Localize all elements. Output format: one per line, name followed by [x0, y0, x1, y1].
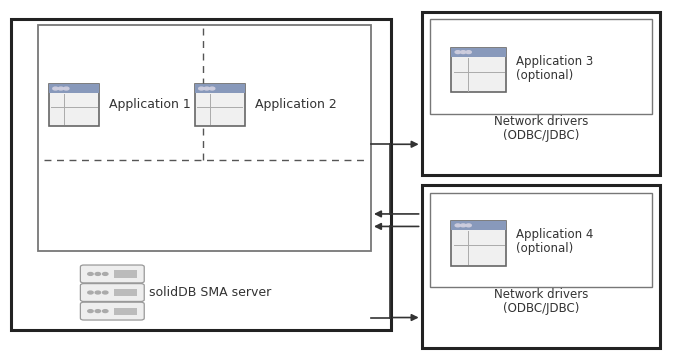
Text: (optional): (optional)	[516, 69, 574, 82]
Text: Application 4: Application 4	[516, 228, 594, 241]
Text: (ODBC/JDBC): (ODBC/JDBC)	[503, 302, 579, 315]
Bar	[114, 289, 137, 296]
Text: (optional): (optional)	[516, 242, 574, 255]
FancyBboxPatch shape	[80, 284, 144, 301]
Text: Application 3: Application 3	[516, 55, 593, 68]
Circle shape	[63, 87, 69, 90]
Bar	[421, 185, 660, 348]
Bar	[430, 193, 652, 287]
Bar	[194, 85, 245, 93]
Circle shape	[204, 87, 209, 90]
Bar	[451, 221, 506, 230]
Circle shape	[53, 87, 58, 90]
FancyBboxPatch shape	[451, 48, 506, 92]
Text: Application 2: Application 2	[255, 99, 337, 112]
Bar	[430, 19, 652, 114]
Circle shape	[88, 273, 93, 275]
Bar	[451, 48, 506, 57]
Text: Network drivers: Network drivers	[493, 288, 588, 301]
Circle shape	[209, 87, 215, 90]
Circle shape	[460, 51, 466, 54]
Circle shape	[198, 87, 204, 90]
Text: Network drivers: Network drivers	[493, 115, 588, 128]
Circle shape	[95, 310, 101, 312]
Bar	[114, 307, 137, 315]
Circle shape	[95, 273, 101, 275]
FancyBboxPatch shape	[80, 265, 144, 283]
Circle shape	[455, 51, 460, 54]
Circle shape	[95, 291, 101, 294]
Circle shape	[103, 310, 108, 312]
Circle shape	[460, 224, 466, 227]
Bar	[38, 24, 371, 251]
Bar	[49, 85, 99, 93]
Circle shape	[103, 273, 108, 275]
Circle shape	[88, 291, 93, 294]
Circle shape	[103, 291, 108, 294]
FancyBboxPatch shape	[80, 302, 144, 320]
Circle shape	[58, 87, 63, 90]
Circle shape	[466, 224, 471, 227]
Bar	[114, 270, 137, 278]
Text: solidDB SMA server: solidDB SMA server	[149, 286, 271, 299]
FancyBboxPatch shape	[451, 221, 506, 266]
Bar	[421, 12, 660, 175]
FancyBboxPatch shape	[194, 85, 245, 126]
Circle shape	[88, 310, 93, 312]
FancyBboxPatch shape	[49, 85, 99, 126]
Circle shape	[455, 224, 460, 227]
Text: Application 1: Application 1	[109, 99, 191, 112]
Circle shape	[466, 51, 471, 54]
Bar	[11, 19, 392, 330]
Text: (ODBC/JDBC): (ODBC/JDBC)	[503, 129, 579, 142]
